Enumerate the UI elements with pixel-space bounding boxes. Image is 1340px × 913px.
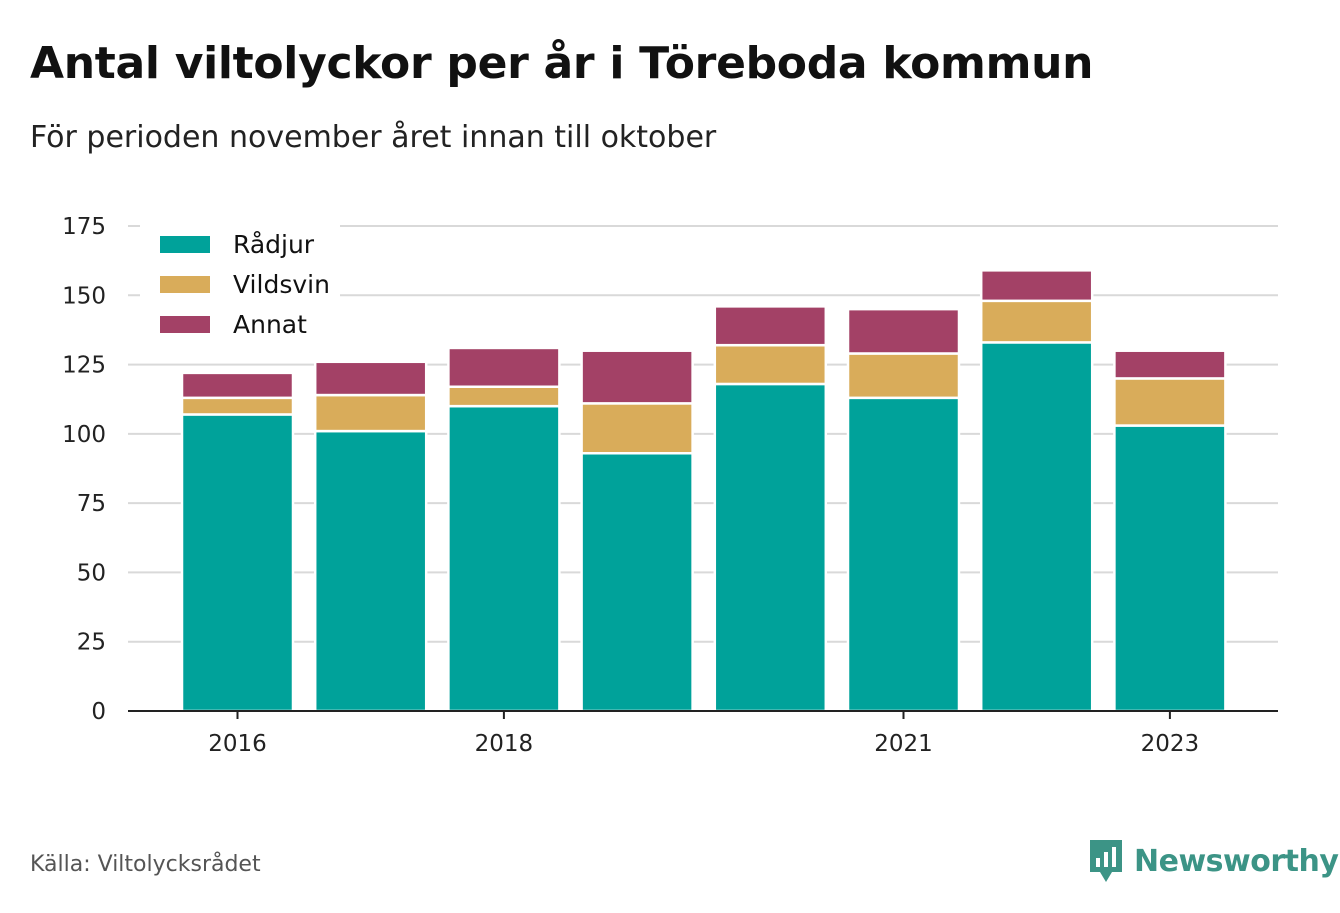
bar-segment-rådjur [447, 404, 561, 713]
chart-title: Antal viltolyckor per år i Töreboda komm… [30, 38, 1094, 89]
bar-segment-annat [313, 360, 428, 397]
legend-label-annat: Annat [233, 310, 307, 339]
y-tick-label: 150 [62, 283, 106, 309]
bar-segment-annat [180, 371, 295, 400]
bar-segment-annat [580, 349, 694, 405]
y-tick-label: 175 [62, 214, 106, 240]
x-tick-label: 2018 [475, 731, 534, 757]
x-tick-label: 2023 [1141, 731, 1200, 757]
bar-segment-rådjur [713, 382, 828, 713]
bar-segment-vildsvin [180, 396, 295, 416]
y-axis: 0 25 50 75 100 125 150 175 [62, 214, 106, 725]
bar-segment-vildsvin [979, 299, 1094, 344]
bar-segment-annat [1113, 349, 1227, 380]
bar-segment-rådjur [979, 341, 1094, 713]
bar-segment-rådjur [180, 413, 295, 713]
legend-swatch-annat [160, 316, 210, 333]
bar-segment-vildsvin [846, 352, 961, 400]
y-tick-label: 0 [91, 699, 106, 725]
bar-segment-vildsvin [713, 343, 828, 386]
bar-segment-vildsvin [580, 402, 694, 455]
legend-label-vildsvin: Vildsvin [233, 270, 330, 299]
bar-segment-rådjur [1113, 424, 1227, 713]
stacked-bar-chart: 0 25 50 75 100 125 150 175 2016 2018 2021 2023 Råd… [62, 214, 1278, 757]
legend-label-rådjur: Rådjur [233, 230, 315, 259]
legend-swatch-rådjur [160, 236, 210, 253]
chart-subtitle: För perioden november året innan till ok… [30, 120, 717, 155]
y-tick-label: 50 [77, 560, 106, 586]
bar-segment-rådjur [580, 452, 694, 713]
bar-segment-annat [447, 346, 561, 388]
bar-segment-rådjur [846, 396, 961, 713]
y-tick-label: 25 [77, 630, 106, 656]
x-tick-label: 2016 [208, 731, 267, 757]
newsworthy-logo: Newsworthy [1088, 838, 1339, 884]
bars [180, 269, 1227, 713]
legend-swatch-vildsvin [160, 276, 210, 293]
bar-segment-vildsvin [1113, 377, 1227, 427]
legend: Rådjur Vildsvin Annat [140, 222, 340, 350]
bar-segment-annat [979, 269, 1094, 303]
newsworthy-logo-icon [1090, 840, 1122, 882]
x-axis: 2016 2018 2021 2023 [128, 710, 1278, 757]
bar-segment-rådjur [313, 429, 428, 713]
bar-segment-annat [846, 307, 961, 355]
bar-segment-vildsvin [313, 393, 428, 433]
y-tick-label: 125 [62, 353, 106, 379]
source-note: Källa: Viltolycksrådet [30, 852, 261, 877]
x-tick-label: 2021 [874, 731, 933, 757]
y-tick-label: 100 [62, 422, 106, 448]
bar-segment-vildsvin [447, 385, 561, 408]
logo-text: Newsworthy [1134, 843, 1339, 879]
y-tick-label: 75 [77, 491, 106, 517]
bar-segment-annat [713, 305, 828, 347]
